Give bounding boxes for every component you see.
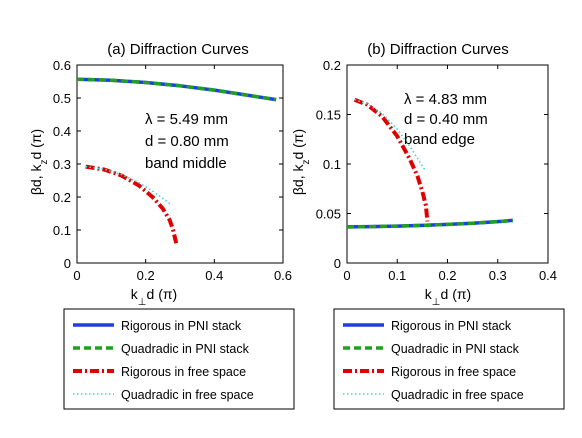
- panel-a-ytick-label: 0.6: [53, 58, 71, 73]
- panel-a-xtick-label: 0.4: [205, 268, 223, 283]
- panel-a-ytick-label: 0.2: [53, 190, 71, 205]
- panel-b-title: (b) Diffraction Curves: [367, 41, 508, 58]
- panel-a-legend: Rigorous in PNI stack Quadradic in PNI st…: [63, 308, 295, 410]
- panel-a-annotation-period: d = 0.80 mm: [145, 133, 229, 150]
- panel-b-xtick-label: 0.4: [539, 268, 557, 283]
- panel-a-xtick-label: 0.2: [137, 268, 155, 283]
- panel-a-legend-label-3: Quadradic in free space: [121, 388, 254, 402]
- panel-a: (a) Diffraction Curves 0 0.2 0.4 0.6 0 0.1 0.2…: [28, 41, 292, 308]
- panel-b-series-3-line: [354, 98, 426, 171]
- panel-a-annotation-wavelength: λ = 5.49 mm: [145, 111, 228, 128]
- panel-a-axes: [76, 64, 284, 264]
- panel-b-xtick-label: 0.1: [388, 268, 406, 283]
- panel-b-legend-label-0: Rigorous in PNI stack: [391, 319, 512, 333]
- panel-a-legend-label-2: Rigorous in free space: [121, 365, 246, 379]
- panel-a-xlabel: k⊥d (π): [131, 286, 177, 308]
- panel-a-legend-label-1: Quadradic in PNI stack: [121, 342, 250, 356]
- panel-a-annotation-band: band middle: [145, 155, 227, 172]
- panel-a-series-1-line: [76, 77, 277, 102]
- panel-b-annotation-period: d = 0.40 mm: [404, 111, 488, 128]
- panel-b-ylabel: βd, kzd (π): [290, 129, 312, 195]
- panel-a-ytick-label: 0.3: [53, 157, 71, 172]
- panel-b-annotation-band: band edge: [404, 131, 475, 148]
- panel-b-xtick-label: 0.3: [489, 268, 507, 283]
- panel-b-legend-label-2: Rigorous in free space: [391, 365, 516, 379]
- panel-b-xtick-label: 0.2: [438, 268, 456, 283]
- panel-b-ytick-label: 0.1: [323, 157, 341, 172]
- panel-a-ylabel: βd, kzd (π): [28, 129, 50, 195]
- panel-a-ytick-label: 0: [64, 256, 71, 271]
- panel-b-ytick-label: 0.2: [323, 58, 341, 73]
- panel-a-series-3-line: [85, 165, 171, 205]
- panel-a-series: [76, 77, 277, 244]
- panel-b-series-1-line: [346, 218, 513, 229]
- panel-b-xtick-label: 0: [343, 268, 350, 283]
- panel-b-legend-label-1: Quadradic in PNI stack: [391, 342, 520, 356]
- panel-b: (b) Diffraction Curves 0 0.1 0.2 0.3 0.4 0 0.0…: [290, 41, 557, 308]
- panel-b-legend: Rigorous in PNI stack Quadradic in PNI st…: [333, 308, 565, 410]
- panel-b-ytick-label: 0.15: [316, 108, 341, 123]
- panel-b-ytick-label: 0.05: [316, 207, 341, 222]
- panel-b-xlabel: k⊥d (π): [425, 286, 471, 308]
- panel-b-ytick-label: 0: [334, 256, 341, 271]
- panel-b-legend-label-3: Quadradic in free space: [391, 388, 524, 402]
- panel-a-ticks: 0 0.2 0.4 0.6 0 0.1 0.2 0.3 0.4 0.5 0.6: [53, 58, 292, 283]
- panel-a-xtick-label: 0: [73, 268, 80, 283]
- panel-a-legend-label-0: Rigorous in PNI stack: [121, 319, 242, 333]
- panel-a-ytick-label: 0.4: [53, 124, 71, 139]
- panel-b-ticks: 0 0.1 0.2 0.3 0.4 0 0.05 0.1 0.15 0.2: [316, 58, 557, 283]
- panel-a-xtick-label: 0.6: [274, 268, 292, 283]
- panel-b-series-2-line: [353, 97, 430, 222]
- panel-a-title: (a) Diffraction Curves: [107, 41, 248, 58]
- panel-a-ytick-label: 0.1: [53, 223, 71, 238]
- panel-a-ytick-label: 0.5: [53, 91, 71, 106]
- panel-b-series: [346, 97, 513, 229]
- panel-b-annotation-wavelength: λ = 4.83 mm: [404, 91, 487, 108]
- panel-b-axes: [346, 64, 549, 264]
